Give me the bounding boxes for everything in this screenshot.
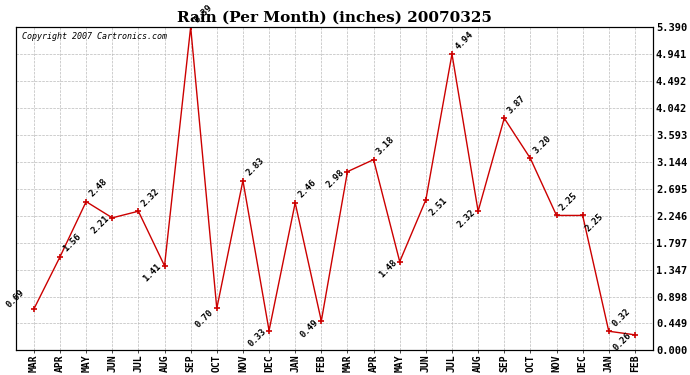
Text: 0.32: 0.32 [610, 307, 631, 328]
Text: 1.48: 1.48 [377, 258, 398, 280]
Text: 0.26: 0.26 [612, 331, 633, 353]
Text: 0.33: 0.33 [246, 327, 268, 349]
Text: 0.70: 0.70 [194, 308, 215, 329]
Text: 0.49: 0.49 [299, 318, 320, 339]
Text: 1.41: 1.41 [141, 262, 164, 284]
Text: 2.25: 2.25 [584, 212, 606, 233]
Text: 4.94: 4.94 [453, 30, 475, 51]
Text: 3.20: 3.20 [532, 134, 553, 155]
Text: 2.48: 2.48 [88, 177, 109, 199]
Text: 3.18: 3.18 [375, 135, 397, 157]
Text: 2.32: 2.32 [139, 187, 161, 208]
Text: 3.87: 3.87 [506, 94, 527, 115]
Text: 2.32: 2.32 [455, 208, 477, 229]
Text: Copyright 2007 Cartronics.com: Copyright 2007 Cartronics.com [22, 32, 167, 41]
Text: 1.56: 1.56 [61, 232, 83, 254]
Text: 0.69: 0.69 [4, 288, 26, 309]
Text: 2.98: 2.98 [324, 168, 346, 190]
Text: 2.83: 2.83 [244, 156, 266, 178]
Text: 5.39: 5.39 [192, 3, 213, 24]
Text: 2.51: 2.51 [427, 196, 449, 218]
Text: 2.25: 2.25 [558, 191, 580, 212]
Text: 2.46: 2.46 [297, 178, 318, 200]
Title: Rain (Per Month) (inches) 20070325: Rain (Per Month) (inches) 20070325 [177, 10, 492, 24]
Text: 2.21: 2.21 [90, 214, 111, 236]
